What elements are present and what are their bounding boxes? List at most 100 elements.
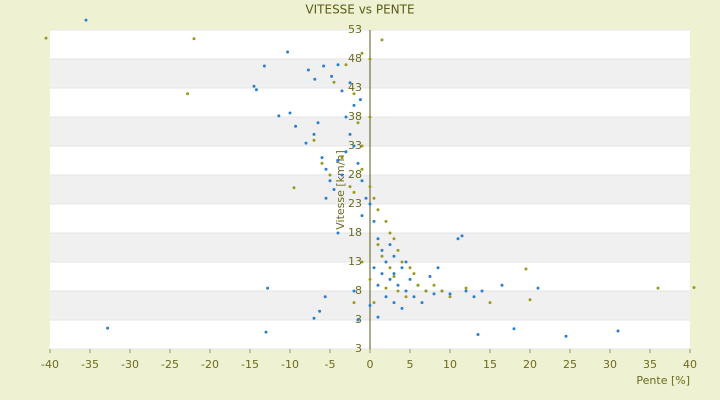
x-tick-label: -25 bbox=[161, 358, 179, 371]
point bbox=[372, 266, 376, 270]
point bbox=[464, 289, 468, 293]
point bbox=[472, 295, 476, 299]
point bbox=[186, 92, 190, 96]
point bbox=[404, 295, 408, 299]
point bbox=[312, 132, 316, 136]
point bbox=[368, 185, 372, 189]
point bbox=[358, 98, 362, 102]
point bbox=[396, 248, 400, 252]
point bbox=[312, 316, 316, 320]
point bbox=[488, 301, 492, 305]
point bbox=[360, 144, 364, 148]
y-tick-label: 8 bbox=[355, 284, 362, 297]
point bbox=[396, 289, 400, 293]
point bbox=[262, 64, 266, 68]
point bbox=[192, 37, 196, 41]
point bbox=[372, 219, 376, 223]
point bbox=[388, 243, 392, 247]
point bbox=[368, 304, 372, 307]
point bbox=[324, 196, 328, 200]
x-tick-label: 20 bbox=[523, 358, 537, 371]
point bbox=[424, 289, 428, 293]
y-tick-label: 38 bbox=[348, 110, 362, 123]
x-tick-label: 30 bbox=[603, 358, 617, 371]
point bbox=[448, 295, 452, 299]
point bbox=[564, 334, 568, 338]
point bbox=[400, 306, 404, 310]
point bbox=[380, 254, 384, 258]
point bbox=[376, 237, 380, 241]
x-tick-label: -40 bbox=[41, 358, 59, 371]
plot-area bbox=[50, 29, 690, 350]
y-tick-label: 43 bbox=[348, 81, 362, 94]
point bbox=[344, 115, 348, 119]
point bbox=[464, 286, 468, 290]
point bbox=[512, 327, 516, 331]
point bbox=[384, 260, 388, 264]
point bbox=[396, 283, 400, 287]
x-tick-label: -5 bbox=[325, 358, 336, 371]
point bbox=[500, 283, 504, 287]
point bbox=[348, 81, 352, 85]
point bbox=[440, 289, 444, 293]
point bbox=[330, 74, 334, 78]
point bbox=[356, 161, 360, 165]
point bbox=[352, 103, 356, 107]
point bbox=[286, 50, 290, 54]
point bbox=[352, 190, 356, 194]
chart-title: VITESSE vs PENTE bbox=[305, 3, 414, 17]
point bbox=[328, 173, 332, 177]
x-tick-label: 25 bbox=[563, 358, 577, 371]
point bbox=[348, 185, 352, 189]
y-tick-label: 28 bbox=[348, 168, 362, 181]
point bbox=[292, 186, 296, 190]
x-axis-title: Pente [%] bbox=[636, 374, 690, 387]
point bbox=[392, 254, 396, 258]
x-tick-label: 10 bbox=[443, 358, 457, 371]
point bbox=[306, 68, 310, 72]
point bbox=[316, 121, 320, 125]
point bbox=[313, 77, 317, 81]
point bbox=[312, 138, 316, 142]
point bbox=[294, 124, 298, 128]
point bbox=[352, 92, 356, 96]
point bbox=[264, 330, 268, 334]
point bbox=[368, 57, 372, 61]
point bbox=[376, 315, 380, 319]
point bbox=[252, 84, 256, 88]
point bbox=[404, 260, 408, 264]
point bbox=[332, 80, 336, 84]
point bbox=[528, 298, 532, 302]
x-tick-label: -35 bbox=[81, 358, 99, 371]
y-tick-label: 48 bbox=[348, 52, 362, 65]
point bbox=[372, 196, 376, 200]
point bbox=[376, 243, 380, 247]
x-tick-label: 15 bbox=[483, 358, 497, 371]
point bbox=[340, 89, 344, 93]
point bbox=[360, 260, 364, 264]
point bbox=[360, 51, 364, 55]
point bbox=[656, 286, 660, 290]
point bbox=[388, 266, 392, 270]
point bbox=[616, 329, 620, 333]
point bbox=[432, 283, 436, 287]
point bbox=[400, 260, 404, 264]
point bbox=[384, 219, 388, 223]
point bbox=[348, 132, 352, 136]
point bbox=[352, 144, 356, 148]
y-tick-label: 13 bbox=[348, 255, 362, 268]
point bbox=[44, 36, 48, 40]
x-tick-label: -30 bbox=[121, 358, 139, 371]
point bbox=[384, 295, 388, 299]
x-tick-label: -20 bbox=[201, 358, 219, 371]
point bbox=[320, 156, 324, 160]
x-tick-label: -10 bbox=[281, 358, 299, 371]
point bbox=[448, 292, 452, 296]
point bbox=[336, 63, 340, 67]
point bbox=[380, 272, 384, 276]
x-tick-label: 0 bbox=[367, 358, 374, 371]
point bbox=[408, 277, 412, 281]
point bbox=[364, 196, 368, 200]
point bbox=[254, 88, 258, 92]
